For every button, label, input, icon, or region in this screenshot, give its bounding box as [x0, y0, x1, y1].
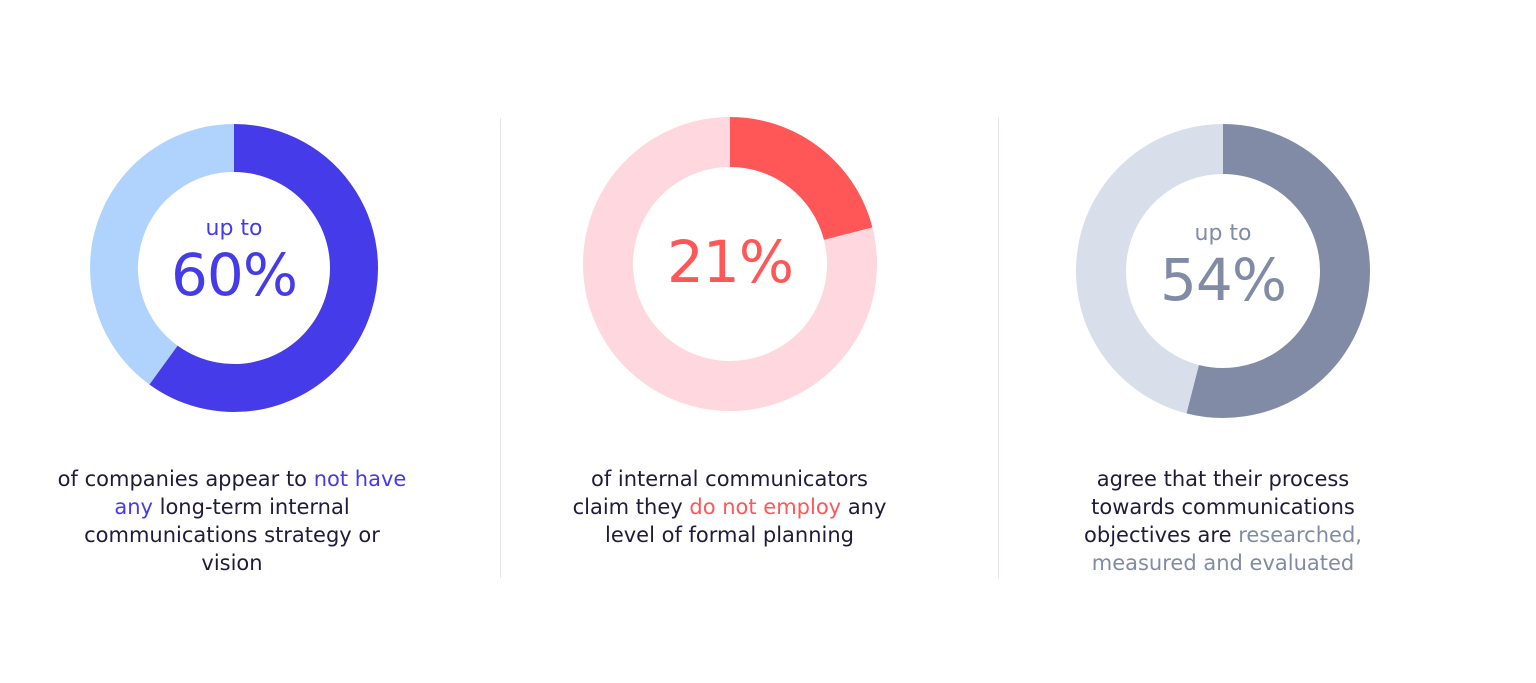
- caption-highlight-3: researched, measured and evaluated: [1091, 523, 1362, 575]
- stat-panel-2: 21% of internal communicators claim they…: [497, 0, 997, 683]
- caption-highlight-1: not have any: [114, 467, 407, 519]
- caption-text-before-1: of companies appear to: [57, 467, 308, 491]
- donut-3-remainder-slice: [1076, 124, 1224, 414]
- stat-caption-1: of companies appear to not have any long…: [52, 465, 412, 577]
- donut-center-1: up to 60%: [114, 216, 354, 308]
- donut-1-remainder-slice: [90, 124, 235, 385]
- stat-caption-2: of internal communicators claim they do …: [562, 465, 897, 549]
- divider-2: [998, 118, 999, 578]
- stat-prefix-3: up to: [1194, 221, 1252, 246]
- donut-1-value-slice: [149, 124, 378, 412]
- caption-text-after-2: any level of formal planning: [605, 495, 887, 547]
- stat-caption-3: agree that their process towards communi…: [1058, 465, 1388, 577]
- donut-2-value-slice: [729, 117, 873, 241]
- donut-2-remainder-slice: [583, 117, 877, 411]
- stat-panel-1: up to 60% of companies appear to not hav…: [0, 0, 500, 683]
- donut-chart-2: [583, 117, 877, 411]
- divider-1: [500, 118, 501, 578]
- stat-value-2: 21%: [667, 228, 794, 296]
- donut-chart-3: [1076, 124, 1370, 418]
- stat-panel-3: up to 54% agree that their process towar…: [990, 0, 1490, 683]
- stat-value-1: 60%: [171, 241, 298, 309]
- donut-center-3: up to 54%: [1103, 221, 1343, 313]
- caption-text-before-3: agree that their process towards communi…: [1084, 467, 1355, 547]
- stat-value-3: 54%: [1160, 246, 1287, 314]
- stat-prefix-1: up to: [205, 216, 263, 241]
- caption-highlight-2: do not employ: [689, 495, 842, 519]
- donut-3-value-slice: [1186, 124, 1370, 418]
- caption-text-after-1: long-term internal communications strate…: [84, 495, 380, 575]
- caption-text-before-2: of internal communicators claim they: [572, 467, 868, 519]
- donut-chart-1: [90, 124, 378, 412]
- donut-center-2: 21%: [610, 229, 850, 295]
